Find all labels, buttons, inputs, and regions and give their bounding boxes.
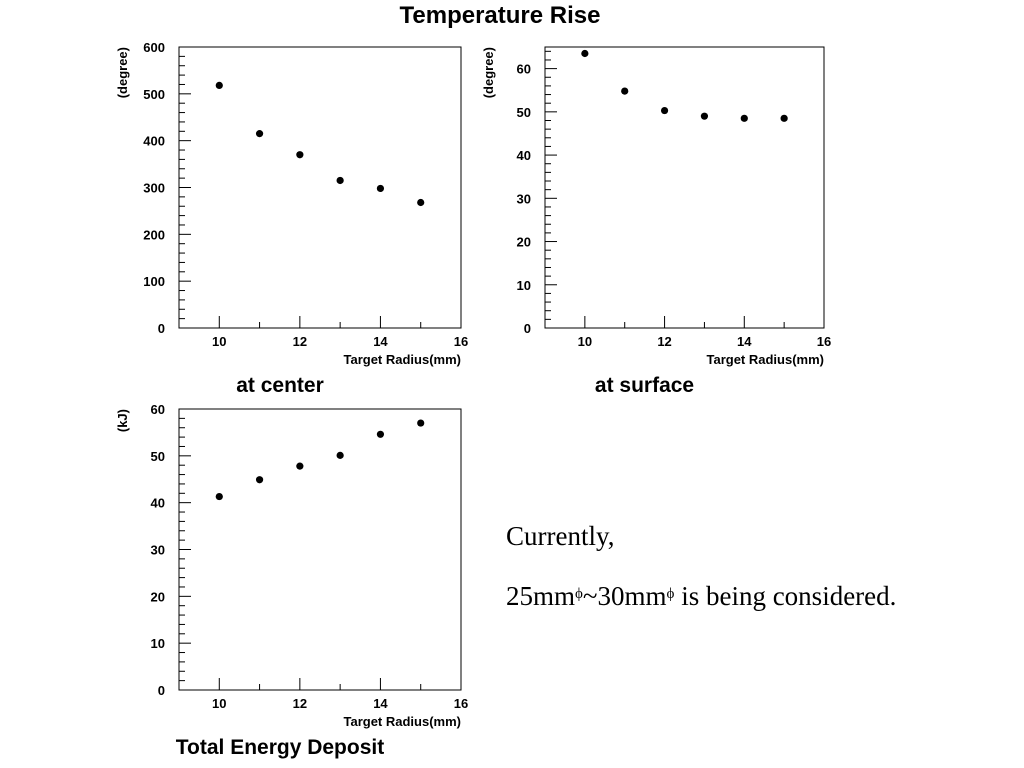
data-point [255, 476, 264, 484]
y-tick-label: 400 [143, 134, 165, 149]
y-tick-label: 10 [517, 278, 531, 293]
temperature-center-chart: 10 12 14 16 0 100 200 300 400 500 600 Target Radius… [115, 40, 468, 397]
data-point [296, 462, 304, 470]
x-tick-label: 10 [578, 334, 592, 349]
plot-frame [178, 46, 462, 329]
data-point [740, 114, 748, 122]
x-tick-label: 14 [373, 696, 388, 711]
y-tick-label: 30 [151, 543, 165, 558]
y-tick-label: 40 [151, 496, 165, 511]
y-tick-label: 100 [143, 274, 165, 289]
data-point [376, 184, 385, 193]
y-tick-label: 30 [517, 191, 531, 206]
y-tick-label: 60 [517, 62, 531, 77]
y-tick-label: 50 [151, 449, 165, 464]
data-point [417, 198, 425, 207]
x-axis-label: Target Radius(mm) [707, 352, 825, 367]
note-conclusion: is being considered. [674, 581, 897, 611]
y-tick-label: 500 [143, 87, 165, 102]
x-tick-label: 10 [212, 334, 226, 349]
data-point [215, 81, 223, 90]
y-axis-label: (degree) [481, 47, 496, 98]
plot-frame [178, 408, 462, 691]
y-tick-label: 300 [143, 181, 165, 196]
chart-title: Total Energy Deposit [176, 736, 384, 759]
y-tick-label: 20 [151, 589, 165, 604]
y-tick-label: 50 [517, 105, 531, 120]
data-point [296, 151, 304, 159]
energy-deposit-chart: 10 12 14 16 0 10 20 30 40 50 60 Target Radius(mm) (k… [115, 402, 468, 759]
data-point [336, 451, 344, 459]
y-tick-label: 0 [158, 321, 165, 336]
x-tick-label: 12 [657, 334, 671, 349]
x-tick-label: 10 [212, 696, 226, 711]
data-point [660, 106, 669, 115]
x-axis-label: Target Radius(mm) [344, 714, 462, 729]
phi-symbol: ϕ [666, 586, 675, 602]
data-point [417, 419, 425, 427]
data-point [336, 176, 344, 185]
note-text: Currently, 25mmϕ~30mmϕ is being consider… [506, 506, 896, 626]
chart-title: at center [236, 374, 324, 397]
x-tick-label: 16 [454, 696, 468, 711]
data-point [621, 87, 629, 95]
y-tick-label: 40 [517, 148, 531, 163]
y-tick-label: 0 [524, 321, 531, 336]
y-tick-label: 60 [151, 402, 165, 417]
x-tick-label: 12 [293, 696, 307, 711]
x-axis-label: Target Radius(mm) [344, 352, 462, 367]
note-line-1: Currently, [506, 521, 615, 551]
x-tick-label: 16 [817, 334, 831, 349]
y-tick-label: 600 [143, 40, 165, 55]
plot-frame [544, 46, 825, 329]
chart-title: at surface [595, 374, 694, 397]
data-point [700, 112, 709, 120]
y-tick-label: 200 [143, 227, 165, 242]
temperature-surface-chart: 10 12 14 16 0 10 20 30 40 50 60 Target Radius(mm) (d… [481, 46, 831, 397]
y-tick-label: 0 [158, 683, 165, 698]
y-axis-label: (kJ) [115, 409, 130, 432]
x-tick-label: 14 [373, 334, 388, 349]
x-tick-label: 12 [293, 334, 307, 349]
data-point [255, 130, 264, 138]
note-size-min: 25mm [506, 581, 576, 611]
phi-symbol: ϕ [575, 586, 583, 602]
data-point [780, 114, 788, 122]
y-tick-label: 10 [151, 636, 165, 651]
data-point [215, 492, 223, 501]
page-title: Temperature Rise [399, 2, 601, 29]
x-tick-label: 16 [454, 334, 468, 349]
data-point [376, 430, 385, 438]
data-point [581, 49, 589, 58]
x-tick-label: 14 [737, 334, 752, 349]
note-line-2: 25mmϕ~30mmϕ is being considered. [506, 566, 896, 626]
y-tick-label: 20 [517, 235, 531, 250]
note-size-max: ~30mm [582, 581, 667, 611]
y-axis-label: (degree) [115, 47, 130, 98]
